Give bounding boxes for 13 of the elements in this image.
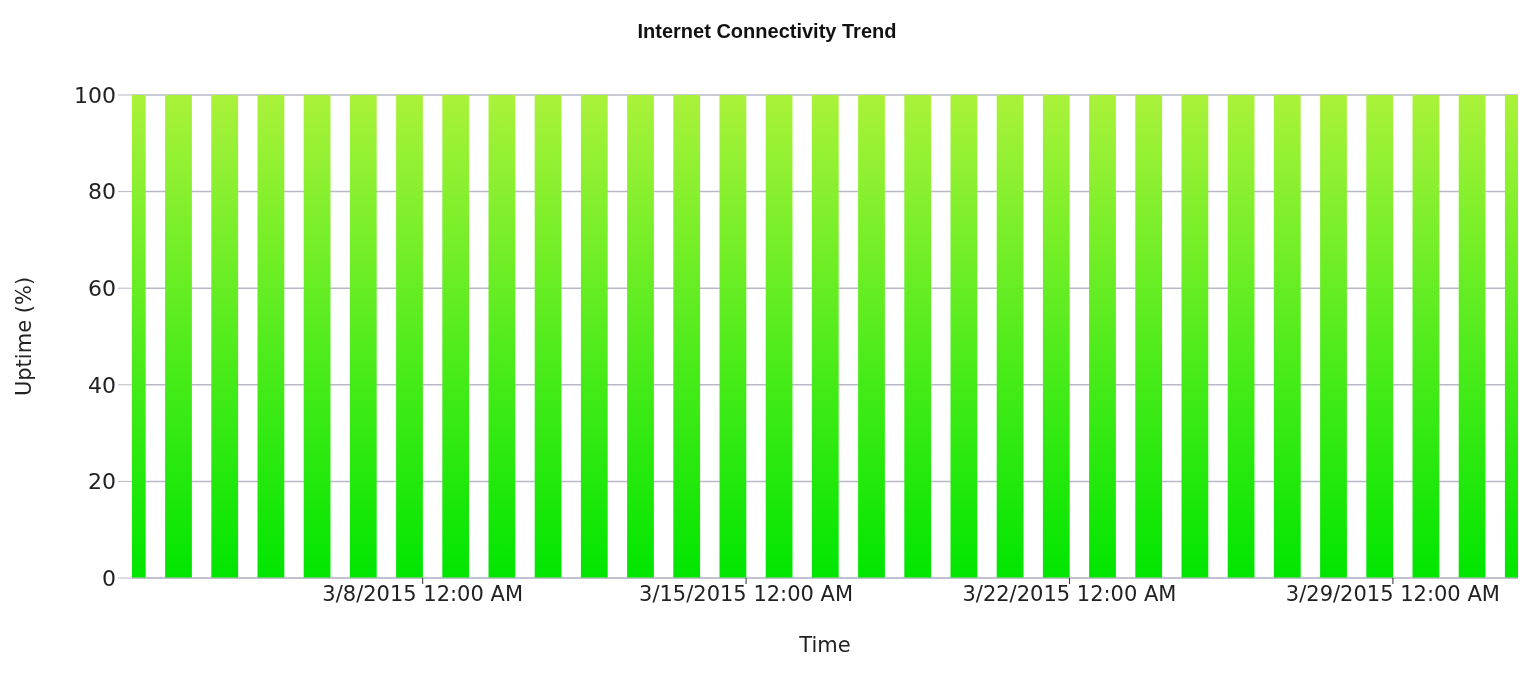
y-axis-title: Uptime (%) bbox=[12, 276, 37, 397]
x-tick-label: 3/15/2015 12:00 AM bbox=[639, 581, 854, 606]
y-tick-label: 20 bbox=[88, 469, 116, 495]
x-axis-title: Time bbox=[798, 633, 851, 657]
chart-title: Internet Connectivity Trend bbox=[636, 19, 898, 44]
y-tick-label: 100 bbox=[74, 82, 116, 108]
x-tick-label: 3/22/2015 12:00 AM bbox=[962, 581, 1177, 606]
x-tick-label: 3/8/2015 12:00 AM bbox=[322, 581, 524, 606]
y-tick-label: 0 bbox=[102, 565, 116, 591]
y-tick-label: 80 bbox=[88, 179, 116, 205]
y-tick-label: 40 bbox=[88, 372, 116, 398]
y-tick-label: 60 bbox=[88, 276, 116, 302]
x-tick-label: 3/29/2015 12:00 AM bbox=[1285, 581, 1500, 606]
